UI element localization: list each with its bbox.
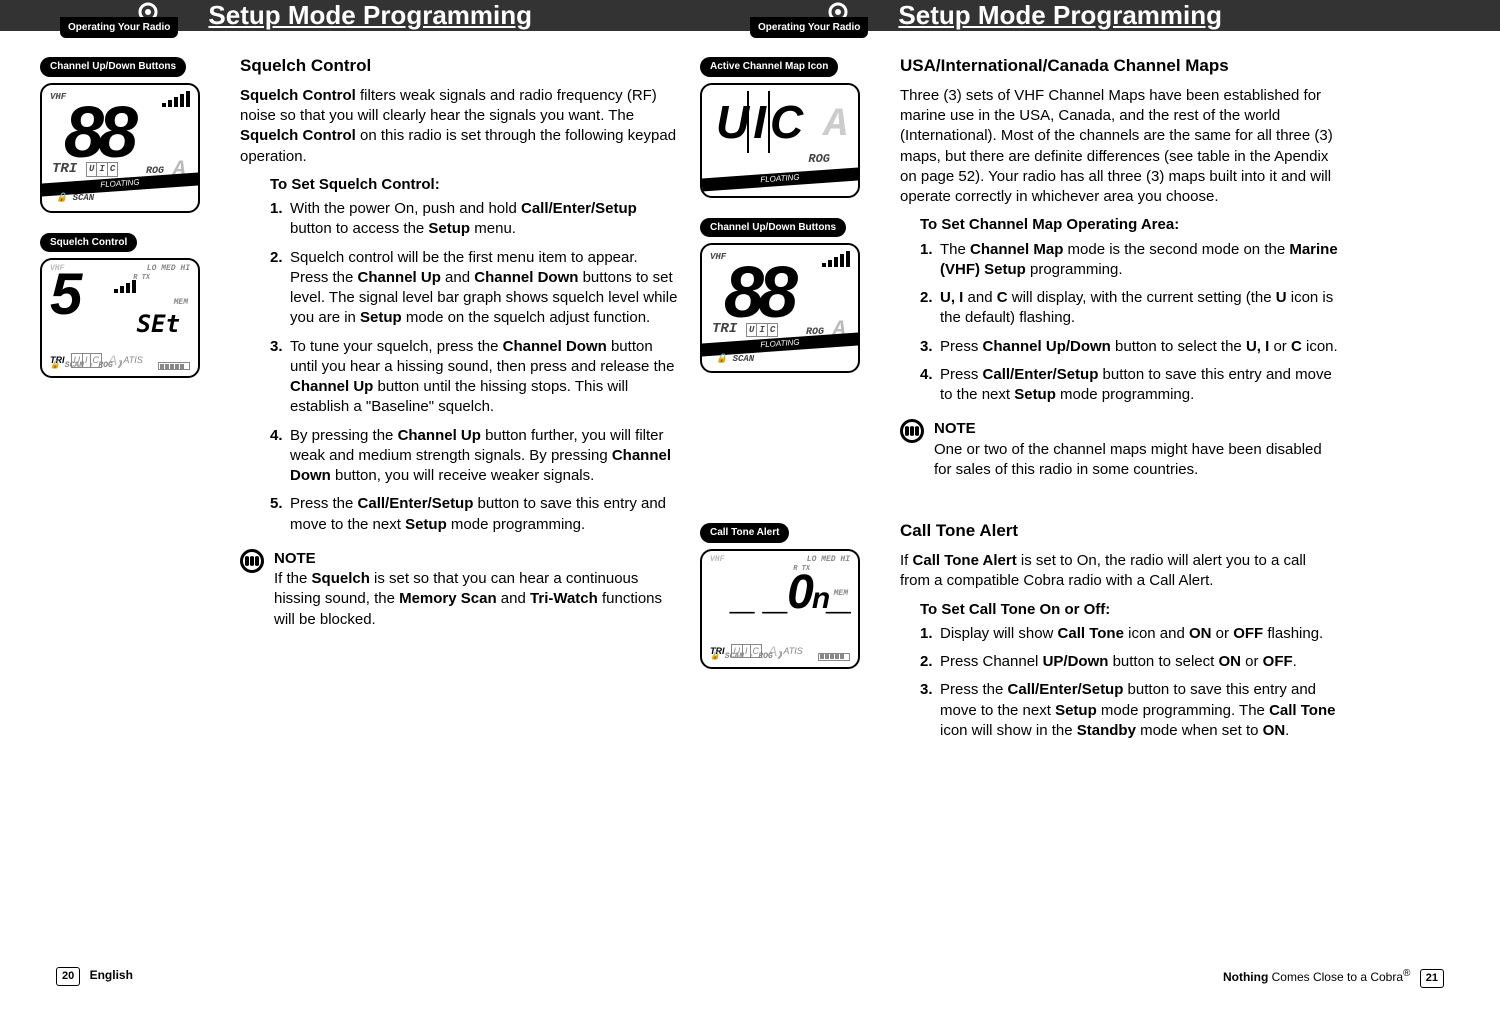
note-squelch: NOTE If the Squelch is set so that you c…	[240, 549, 680, 630]
note-body: NOTE If the Squelch is set so that you c…	[274, 549, 680, 630]
note-icon	[240, 549, 264, 573]
pill-active-map: Active Channel Map Icon	[700, 57, 838, 77]
calltone-intro: If Call Tone Alert is set to On, the rad…	[890, 551, 1340, 592]
lcd-rog5: ROG	[758, 652, 772, 661]
list-item: 2.Press Channel UP/Down button to select…	[920, 652, 1340, 672]
lcd-channel-updown: VHF 88 TRI UIC A ROG FLOATING 🔒 SCAN	[40, 83, 200, 213]
content-left: Squelch Control Squelch Control filters …	[240, 55, 680, 630]
header-tab-right: Operating Your Radio	[750, 17, 868, 39]
list-item: 1.The Channel Map mode is the second mod…	[920, 240, 1340, 281]
floating-band: FLOATING	[700, 167, 860, 192]
list-item: 1.With the power On, push and hold Call/…	[270, 199, 680, 240]
list-item: 1.Display will show Call Tone icon and O…	[920, 624, 1340, 644]
lcd-atis2: ATIS	[783, 645, 802, 657]
pill-channel-buttons-r: Channel Up/Down Buttons	[700, 218, 846, 238]
lcd-rog3: ROG	[808, 151, 830, 167]
squelch-steps: 1.With the power On, push and hold Call/…	[270, 199, 680, 535]
calltone-steps: 1.Display will show Call Tone icon and O…	[920, 624, 1340, 741]
note-body: NOTE One or two of the channel maps migh…	[934, 419, 1340, 480]
signal-bars-icon	[114, 280, 136, 293]
note-title: NOTE	[274, 549, 680, 569]
lcd-scan4: SCAN	[725, 652, 744, 661]
footer-lang: English	[90, 968, 133, 982]
channelmap-heading: USA/International/Canada Channel Maps	[890, 55, 1340, 78]
lcd-squelch: VHF LO MED HI R TX 5 SEt MEM TRI UIC A A…	[40, 258, 200, 378]
set-channelmap-heading: To Set Channel Map Operating Area:	[920, 215, 1340, 235]
pill-channel-buttons: Channel Up/Down Buttons	[40, 57, 186, 77]
lcd-vhf4: VHF	[710, 555, 724, 566]
lcd-scan2: SCAN	[65, 361, 84, 370]
set-squelch-heading: To Set Squelch Control:	[270, 175, 680, 195]
lcd-mem: MEM	[174, 298, 188, 309]
lcd-calltone: VHF LO MED HI R TX _ _0n_ _ MEM TRI UIC …	[700, 549, 860, 669]
lcd-scan3: SCAN	[733, 354, 755, 364]
footer-tag1: Nothing	[1223, 970, 1268, 984]
signal-bars-icon	[162, 91, 190, 107]
lcd-uic: UIC	[86, 162, 118, 176]
list-item: 2.U, I and C will display, with the curr…	[920, 288, 1340, 329]
lcd-atis: ATIS	[123, 354, 142, 366]
squelch-intro: Squelch Control filters weak signals and…	[240, 86, 680, 167]
lcd-tri3: TRI	[712, 320, 737, 339]
lcd-a-big: A	[824, 99, 848, 153]
header-tab-left: Operating Your Radio	[60, 17, 178, 39]
lcd-uic3: UIC	[746, 323, 778, 337]
list-item: 3.Press the Call/Enter/Setup button to s…	[920, 680, 1340, 741]
header-title-right: Setup Mode Programming	[898, 0, 1222, 33]
note-title: NOTE	[934, 419, 1340, 439]
list-item: 3.To tune your squelch, press the Channe…	[270, 337, 680, 418]
page-number-left: 20	[56, 967, 80, 986]
header-right: Operating Your Radio Setup Mode Programm…	[690, 0, 1380, 31]
lcd-active-map: UIC A ROG FLOATING	[700, 83, 860, 198]
footer-reg: ®	[1403, 968, 1410, 979]
page-right: Active Channel Map Icon UIC A ROG FLOATI…	[700, 55, 1340, 950]
channelmap-intro: Three (3) sets of VHF Channel Maps have …	[890, 86, 1340, 208]
list-item: 2.Squelch control will be the first menu…	[270, 248, 680, 329]
note-channelmap: NOTE One or two of the channel maps migh…	[900, 419, 1340, 480]
battery-icon	[158, 362, 190, 370]
list-item: 5.Press the Call/Enter/Setup button to s…	[270, 494, 680, 535]
header-title-left: Setup Mode Programming	[208, 0, 532, 33]
pill-calltone: Call Tone Alert	[700, 523, 789, 543]
channelmap-steps: 1.The Channel Map mode is the second mod…	[920, 240, 1340, 406]
lcd-set: SEt	[137, 308, 180, 340]
page-number-right: 21	[1420, 969, 1444, 988]
footer-tag2: Comes Close to a Cobra	[1268, 970, 1403, 984]
calltone-heading: Call Tone Alert	[890, 520, 1340, 543]
lcd-rog2: ROG	[98, 361, 112, 370]
page-left: Channel Up/Down Buttons VHF 88 TRI UIC A…	[40, 55, 680, 950]
footer-right: Nothing Comes Close to a Cobra® 21	[1223, 967, 1450, 988]
content-right: USA/International/Canada Channel Maps Th…	[890, 55, 1340, 741]
header-left: Operating Your Radio Setup Mode Programm…	[0, 0, 690, 31]
lcd-tri: TRI	[52, 160, 77, 179]
pill-squelch: Squelch Control	[40, 233, 137, 253]
lcd-channel-r: VHF 88 TRI UIC A ROG FLOATING 🔒 SCAN	[700, 243, 860, 373]
sidebar-right: Active Channel Map Icon UIC A ROG FLOATI…	[700, 55, 875, 687]
squelch-heading: Squelch Control	[240, 55, 680, 78]
footer: 20 English Nothing Comes Close to a Cobr…	[50, 967, 1450, 988]
list-item: 4.Press Call/Enter/Setup button to save …	[920, 365, 1340, 406]
sidebar-left: Channel Up/Down Buttons VHF 88 TRI UIC A…	[40, 55, 215, 396]
lcd-mem2: MEM	[834, 589, 848, 600]
header-bar: Operating Your Radio Setup Mode Programm…	[0, 0, 1500, 31]
note-text: One or two of the channel maps might hav…	[934, 441, 1322, 478]
list-item: 3.Press Channel Up/Down button to select…	[920, 337, 1340, 357]
list-item: 4.By pressing the Channel Up button furt…	[270, 426, 680, 487]
lcd-uic-big: UIC	[716, 91, 801, 153]
note-icon	[900, 419, 924, 443]
footer-left: 20 English	[50, 967, 133, 988]
lcd-digit5: 5	[50, 258, 76, 334]
set-calltone-heading: To Set Call Tone On or Off:	[920, 600, 1340, 620]
lcd-scan: SCAN	[73, 193, 95, 203]
battery-icon	[818, 653, 850, 661]
signal-bars-icon	[822, 251, 850, 267]
lcd-lomedhi: LO MED HI	[147, 264, 190, 275]
